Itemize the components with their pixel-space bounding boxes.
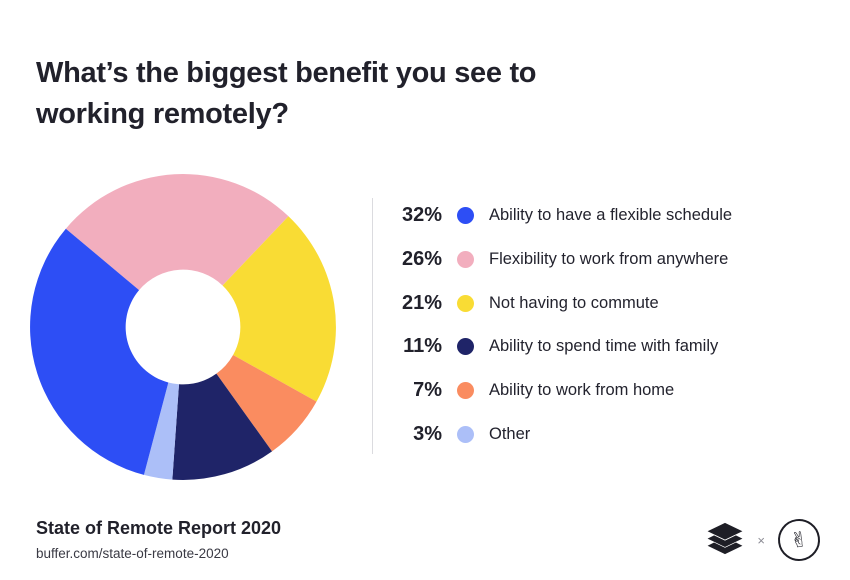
report-url: buffer.com/state-of-remote-2020 <box>36 546 229 561</box>
legend-percent: 26% <box>401 248 442 271</box>
donut-segment-work-from-home <box>216 354 317 452</box>
page-title: What’s the biggest benefit you see to wo… <box>36 53 736 135</box>
legend-percent: 11% <box>403 335 442 358</box>
legend-label: Ability to have a flexible schedule <box>489 206 733 225</box>
legend-color-dot <box>457 425 474 443</box>
donut-chart <box>22 166 344 488</box>
report-title: State of Remote Report 2020 <box>36 518 282 538</box>
donut-segment-no-commute <box>222 216 336 402</box>
legend-percent: 21% <box>401 291 442 314</box>
title-line-1: What’s the biggest benefit you see to <box>36 57 537 90</box>
legend-label: Ability to spend time with family <box>489 337 719 356</box>
legend-row-other: 3% Other <box>388 412 732 456</box>
legend-row-work-from-anywhere: 26% Flexibility to work from anywhere <box>388 238 732 282</box>
legend-row-flexible-schedule: 32% Ability to have a flexible schedule <box>388 194 732 238</box>
donut-svg <box>30 174 336 480</box>
legend-label: Flexibility to work from anywhere <box>489 250 729 269</box>
legend-percent: 3% <box>413 422 442 445</box>
legend-color-dot <box>457 294 474 312</box>
legend: 32% Ability to have a flexible schedule 26… <box>388 194 732 456</box>
legend-color-dot <box>457 207 474 225</box>
legend-divider <box>372 198 373 454</box>
legend-color-dot <box>457 251 474 269</box>
legend-percent: 32% <box>401 204 442 227</box>
legend-row-time-with-family: 11% Ability to spend time with family <box>388 325 732 369</box>
legend-color-dot <box>457 382 474 400</box>
buffer-logo-icon <box>706 521 744 559</box>
donut-segment-other <box>143 382 179 480</box>
legend-row-work-from-home: 7% Ability to work from home <box>388 369 732 413</box>
legend-row-no-commute: 21% Not having to commute <box>388 281 732 325</box>
donut-segment-time-with-family <box>172 373 273 480</box>
legend-label: Not having to commute <box>489 293 659 312</box>
footer-logos: × ✌ <box>706 516 823 564</box>
title-line-2: working remotely? <box>36 98 289 131</box>
donut-segment-flexible-schedule <box>30 228 169 475</box>
logo-separator: × <box>757 532 765 548</box>
legend-label: Ability to work from home <box>489 381 675 400</box>
peace-hand-icon: ✌ <box>775 516 823 564</box>
legend-color-dot <box>457 338 474 356</box>
legend-label: Other <box>489 424 531 443</box>
legend-percent: 7% <box>413 379 442 402</box>
donut-segment-work-from-anywhere <box>65 174 289 291</box>
